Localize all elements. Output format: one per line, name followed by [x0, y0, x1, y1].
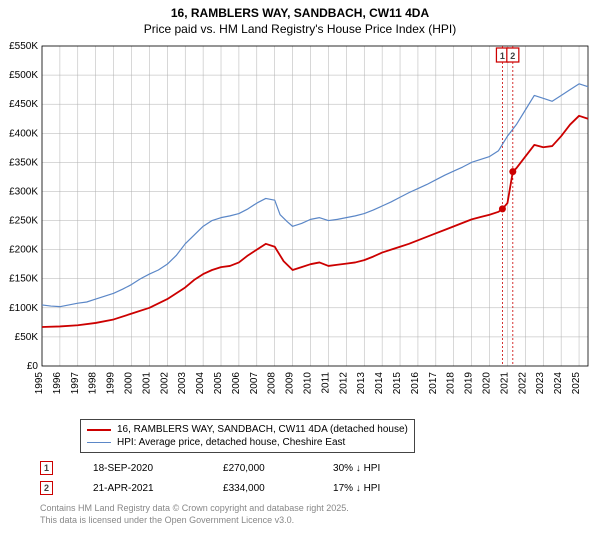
- svg-text:£450K: £450K: [9, 99, 38, 110]
- chart-title-address: 16, RAMBLERS WAY, SANDBACH, CW11 4DA: [0, 0, 600, 20]
- svg-text:£300K: £300K: [9, 186, 38, 197]
- svg-text:2016: 2016: [410, 372, 421, 395]
- line-chart: £0 £50K £100K £150K £200K £250K £300K £350K £400…: [0, 40, 600, 410]
- svg-text:2019: 2019: [464, 372, 475, 395]
- svg-text:£250K: £250K: [9, 216, 38, 227]
- svg-text:£350K: £350K: [9, 157, 38, 168]
- legend: 16, RAMBLERS WAY, SANDBACH, CW11 4DA (de…: [80, 419, 415, 453]
- svg-text:£50K: £50K: [15, 332, 39, 343]
- event-date: 18-SEP-2020: [93, 463, 183, 474]
- event-badge: 2: [40, 481, 53, 495]
- svg-text:2003: 2003: [177, 372, 188, 395]
- svg-text:2008: 2008: [267, 372, 278, 395]
- event-price: £270,000: [223, 463, 293, 474]
- svg-text:2014: 2014: [374, 372, 385, 395]
- svg-text:1998: 1998: [88, 372, 99, 395]
- svg-text:2025: 2025: [571, 372, 582, 395]
- svg-text:2018: 2018: [446, 372, 457, 395]
- svg-text:2009: 2009: [285, 372, 296, 395]
- legend-swatch: [87, 442, 111, 443]
- event-delta: 17% ↓ HPI: [333, 483, 380, 494]
- svg-text:1995: 1995: [34, 372, 45, 395]
- legend-swatch: [87, 429, 111, 431]
- svg-text:2002: 2002: [159, 372, 170, 395]
- event-date: 21-APR-2021: [93, 483, 183, 494]
- svg-text:2013: 2013: [356, 372, 367, 395]
- event-badge: 1: [40, 461, 53, 475]
- svg-text:2020: 2020: [482, 372, 493, 395]
- event-row: 2 21-APR-2021 £334,000 17% ↓ HPI: [40, 481, 600, 495]
- svg-text:2024: 2024: [553, 372, 564, 395]
- svg-text:1999: 1999: [106, 372, 117, 395]
- svg-text:2005: 2005: [213, 372, 224, 395]
- footer-attribution: Contains HM Land Registry data © Crown c…: [40, 503, 600, 526]
- svg-text:2006: 2006: [231, 372, 242, 395]
- svg-text:2007: 2007: [249, 372, 260, 395]
- legend-item: 16, RAMBLERS WAY, SANDBACH, CW11 4DA (de…: [87, 423, 408, 436]
- svg-text:1997: 1997: [70, 372, 81, 395]
- svg-text:1: 1: [500, 51, 505, 61]
- legend-wrapper: 16, RAMBLERS WAY, SANDBACH, CW11 4DA (de…: [40, 415, 600, 455]
- svg-text:2004: 2004: [195, 372, 206, 395]
- svg-text:£100K: £100K: [9, 303, 38, 314]
- svg-text:2021: 2021: [499, 372, 510, 395]
- svg-text:£150K: £150K: [9, 274, 38, 285]
- events-list: 1 18-SEP-2020 £270,000 30% ↓ HPI 2 21-APR-202…: [0, 461, 600, 495]
- svg-text:2022: 2022: [517, 372, 528, 395]
- svg-text:£550K: £550K: [9, 41, 38, 52]
- svg-text:£500K: £500K: [9, 70, 38, 81]
- footer-line-1: Contains HM Land Registry data © Crown c…: [40, 503, 600, 515]
- event-row: 1 18-SEP-2020 £270,000 30% ↓ HPI: [40, 461, 600, 475]
- footer-line-2: This data is licensed under the Open Gov…: [40, 515, 600, 527]
- svg-text:£0: £0: [27, 361, 39, 372]
- chart-subtitle: Price paid vs. HM Land Registry's House …: [0, 20, 600, 40]
- legend-label: 16, RAMBLERS WAY, SANDBACH, CW11 4DA (de…: [117, 424, 408, 435]
- svg-text:2001: 2001: [141, 372, 152, 395]
- svg-text:£200K: £200K: [9, 245, 38, 256]
- svg-text:2017: 2017: [428, 372, 439, 395]
- svg-text:£400K: £400K: [9, 128, 38, 139]
- chart-container: 16, RAMBLERS WAY, SANDBACH, CW11 4DA Pri…: [0, 0, 600, 560]
- svg-text:2: 2: [510, 51, 515, 61]
- event-delta: 30% ↓ HPI: [333, 463, 380, 474]
- svg-text:2015: 2015: [392, 372, 403, 395]
- legend-item: HPI: Average price, detached house, Ches…: [87, 436, 408, 449]
- svg-text:2012: 2012: [338, 372, 349, 395]
- svg-text:2011: 2011: [320, 372, 331, 394]
- event-price: £334,000: [223, 483, 293, 494]
- svg-text:2010: 2010: [303, 372, 314, 395]
- svg-text:1996: 1996: [52, 372, 63, 395]
- svg-text:2000: 2000: [124, 372, 135, 395]
- legend-label: HPI: Average price, detached house, Ches…: [117, 437, 345, 448]
- svg-text:2023: 2023: [535, 372, 546, 395]
